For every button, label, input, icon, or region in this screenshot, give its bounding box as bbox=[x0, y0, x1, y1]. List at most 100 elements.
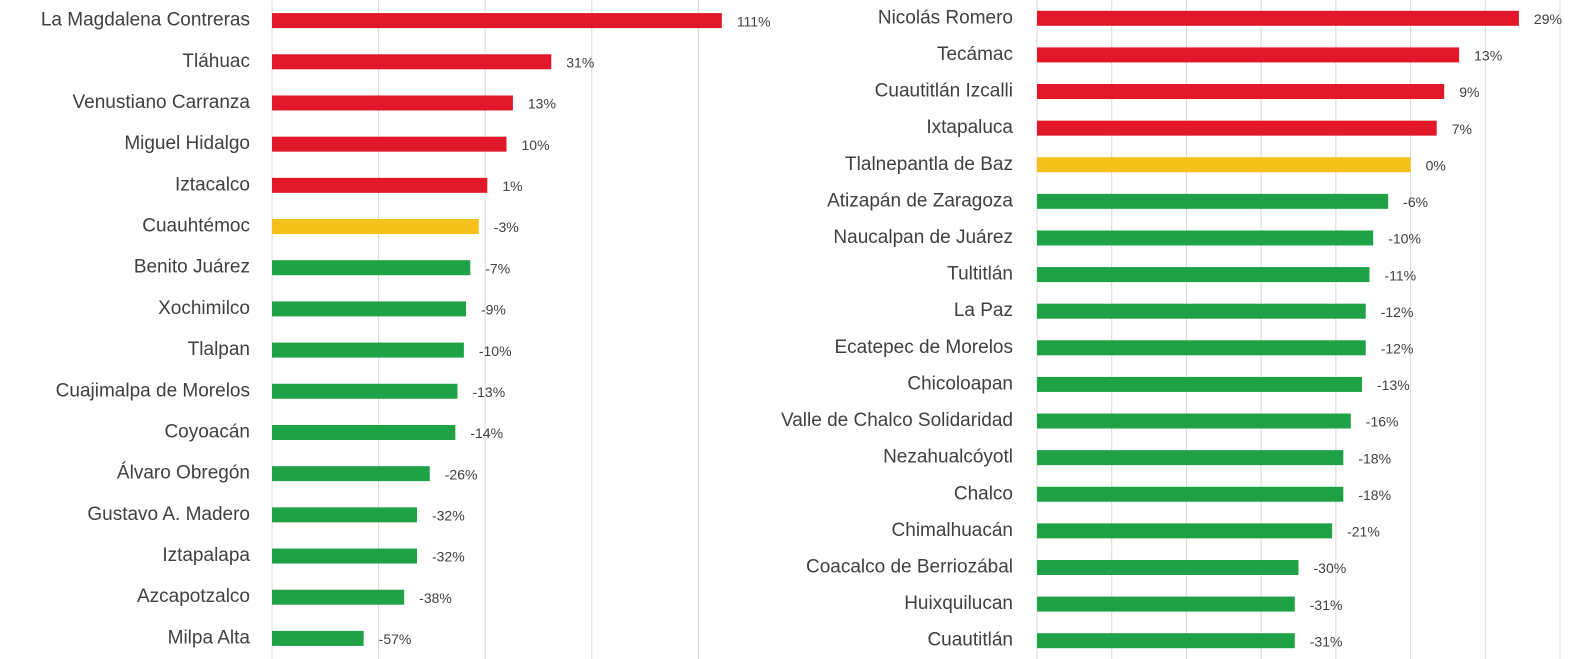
category-label: Coacalco de Berriozábal bbox=[806, 556, 1013, 577]
category-label: Naucalpan de Juárez bbox=[833, 227, 1013, 248]
value-label: -30% bbox=[1314, 560, 1347, 576]
category-label: La Paz bbox=[954, 300, 1013, 321]
value-label: -21% bbox=[1347, 524, 1380, 540]
value-label: -13% bbox=[472, 384, 505, 400]
bar bbox=[1037, 340, 1366, 356]
bar bbox=[1037, 267, 1370, 283]
category-label: Benito Juárez bbox=[134, 257, 250, 278]
category-label: Miguel Hidalgo bbox=[124, 133, 250, 154]
bar bbox=[272, 136, 507, 152]
value-label: 29% bbox=[1534, 11, 1562, 27]
category-label: Álvaro Obregón bbox=[117, 463, 250, 484]
bar bbox=[272, 95, 513, 111]
bar bbox=[272, 424, 456, 440]
category-label: Cuautitlán bbox=[927, 630, 1013, 651]
category-label: Cuauhtémoc bbox=[142, 216, 250, 237]
category-label: Tecámac bbox=[937, 44, 1013, 65]
bar bbox=[272, 548, 417, 564]
category-label: Azcapotzalco bbox=[137, 586, 250, 607]
value-label: -32% bbox=[432, 549, 465, 565]
bar bbox=[1037, 413, 1351, 429]
bar bbox=[1037, 120, 1437, 136]
bar bbox=[1037, 230, 1374, 246]
value-label: 9% bbox=[1459, 84, 1479, 100]
bar bbox=[1037, 193, 1389, 209]
category-label: Cuautitlán Izcalli bbox=[875, 81, 1013, 102]
value-label: -16% bbox=[1366, 414, 1399, 430]
category-label: Milpa Alta bbox=[168, 627, 251, 648]
category-label: Nezahualcóyotl bbox=[883, 447, 1013, 468]
category-label: Atizapán de Zaragoza bbox=[827, 190, 1013, 211]
value-label: 13% bbox=[1474, 48, 1502, 64]
category-label: Tlalnepantla de Baz bbox=[845, 154, 1013, 175]
bar bbox=[272, 54, 552, 70]
value-label: -38% bbox=[419, 590, 452, 606]
bar bbox=[1037, 84, 1445, 100]
category-label: Huixquilucan bbox=[904, 593, 1013, 614]
category-label: La Magdalena Contreras bbox=[41, 10, 250, 31]
category-label: Chicoloapan bbox=[907, 373, 1013, 394]
value-label: -10% bbox=[1388, 231, 1421, 247]
bar bbox=[1037, 303, 1366, 319]
category-label: Ixtapaluca bbox=[926, 117, 1013, 138]
value-label: 31% bbox=[566, 54, 594, 70]
bar bbox=[1037, 47, 1460, 63]
value-label: -31% bbox=[1310, 633, 1343, 649]
bar bbox=[1037, 157, 1411, 173]
bar bbox=[272, 630, 364, 646]
value-label: 0% bbox=[1426, 157, 1446, 173]
bar bbox=[272, 219, 479, 235]
value-label: 7% bbox=[1452, 121, 1472, 137]
value-label: -11% bbox=[1384, 267, 1416, 283]
value-label: -31% bbox=[1310, 597, 1343, 613]
bar bbox=[1037, 633, 1295, 649]
category-label: Nicolás Romero bbox=[878, 7, 1013, 28]
value-label: -9% bbox=[481, 302, 506, 318]
value-label: 111% bbox=[737, 13, 771, 29]
value-label: -18% bbox=[1358, 487, 1391, 503]
bar bbox=[1037, 450, 1344, 466]
category-label: Tlalpan bbox=[188, 339, 250, 360]
value-label: -26% bbox=[445, 466, 478, 482]
value-label: -6% bbox=[1403, 194, 1428, 210]
bar bbox=[272, 260, 471, 276]
value-label: -7% bbox=[485, 260, 510, 276]
value-label: 13% bbox=[528, 96, 556, 112]
category-label: Gustavo A. Madero bbox=[87, 504, 250, 525]
category-label: Xochimilco bbox=[158, 298, 250, 319]
bar bbox=[1037, 596, 1295, 612]
bar bbox=[1037, 486, 1344, 502]
value-label: -32% bbox=[432, 508, 465, 524]
category-label: Coyoacán bbox=[164, 421, 250, 442]
bar bbox=[272, 383, 458, 399]
category-label: Tláhuac bbox=[182, 51, 250, 72]
bar bbox=[272, 507, 417, 523]
value-label: -12% bbox=[1381, 341, 1414, 357]
value-label: -12% bbox=[1381, 304, 1414, 320]
value-label: -3% bbox=[494, 219, 519, 235]
bar bbox=[272, 342, 464, 358]
value-label: -13% bbox=[1377, 377, 1410, 393]
value-label: -10% bbox=[479, 343, 512, 359]
category-label: Cuajimalpa de Morelos bbox=[56, 380, 250, 401]
bar bbox=[1037, 376, 1363, 392]
value-label: 1% bbox=[502, 178, 522, 194]
category-label: Ecatepec de Morelos bbox=[835, 337, 1014, 358]
value-label: -18% bbox=[1358, 450, 1391, 466]
bar bbox=[272, 301, 466, 317]
value-label: -14% bbox=[470, 425, 503, 441]
bar bbox=[1037, 10, 1519, 26]
category-label: Chimalhuacán bbox=[892, 520, 1013, 541]
category-label: Venustiano Carranza bbox=[73, 92, 251, 113]
bar bbox=[272, 589, 405, 605]
category-label: Tultitlán bbox=[947, 264, 1013, 285]
bar bbox=[1037, 523, 1333, 539]
bar bbox=[272, 177, 488, 193]
category-label: Iztacalco bbox=[175, 174, 250, 195]
category-label: Valle de Chalco Solidaridad bbox=[781, 410, 1013, 431]
bar bbox=[272, 13, 722, 29]
value-label: -57% bbox=[379, 631, 412, 647]
bar bbox=[272, 466, 430, 482]
category-label: Chalco bbox=[954, 483, 1013, 504]
